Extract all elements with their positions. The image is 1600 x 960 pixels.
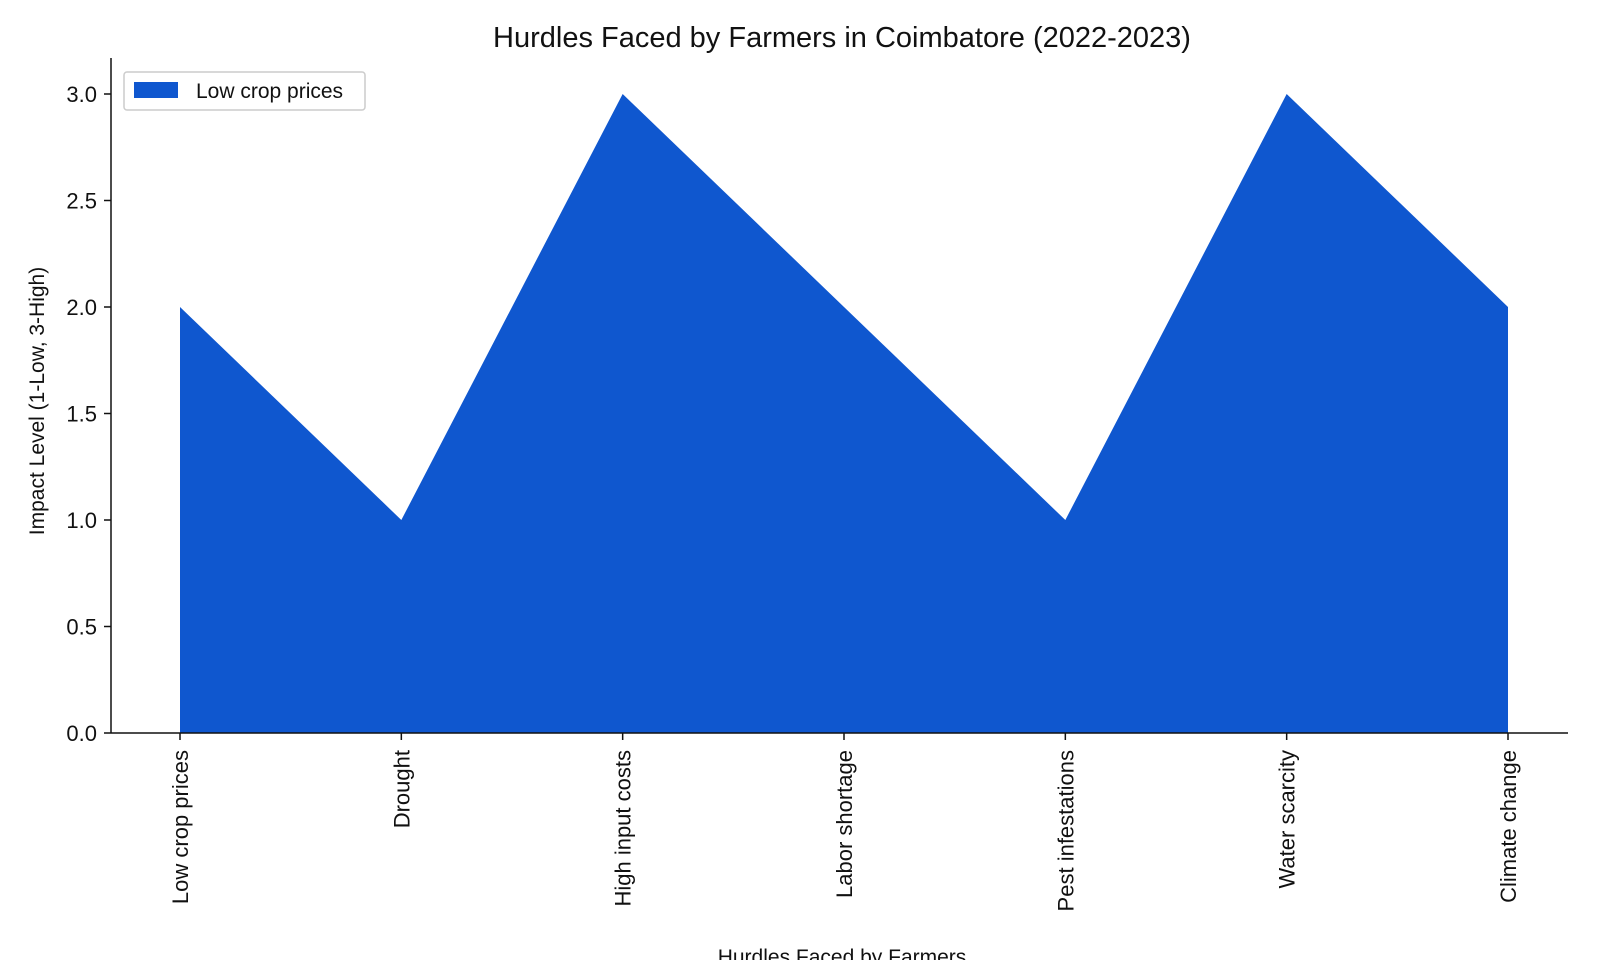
y-tick-label: 0.5 bbox=[66, 615, 97, 640]
y-tick-label: 3.0 bbox=[66, 82, 97, 107]
x-tick-label: Drought bbox=[389, 750, 414, 828]
x-tick-label: Climate change bbox=[1496, 750, 1521, 903]
x-axis-ticks: Low crop prices Drought High input costs La… bbox=[168, 733, 1521, 911]
y-tick-label: 2.5 bbox=[66, 189, 97, 214]
x-tick-label: Pest infestations bbox=[1053, 750, 1078, 911]
legend-frame bbox=[123, 71, 366, 111]
plot-area bbox=[180, 94, 1508, 733]
y-tick-label: 2.0 bbox=[66, 295, 97, 320]
x-tick-label: Water scarcity bbox=[1275, 750, 1300, 889]
x-axis-label: Hurdles Faced by Farmers bbox=[718, 946, 967, 960]
legend: Low crop prices bbox=[123, 71, 366, 111]
legend-label: Low crop prices bbox=[196, 80, 343, 103]
x-tick-label: Low crop prices bbox=[168, 750, 193, 904]
chart-title: Hurdles Faced by Farmers in Coimbatore (… bbox=[493, 22, 1191, 54]
area-series-low-crop-prices bbox=[180, 94, 1508, 733]
y-tick-label: 0.0 bbox=[66, 721, 97, 746]
x-tick-label: Labor shortage bbox=[832, 750, 857, 898]
x-tick-label: High input costs bbox=[611, 750, 636, 907]
y-tick-label: 1.0 bbox=[66, 508, 97, 533]
y-axis-ticks: 0.0 0.5 1.0 1.5 2.0 2.5 3.0 bbox=[66, 82, 111, 746]
y-axis-label: Impact Level (1-Low, 3-High) bbox=[26, 267, 49, 535]
legend-swatch bbox=[134, 82, 178, 98]
y-tick-label: 1.5 bbox=[66, 402, 97, 427]
